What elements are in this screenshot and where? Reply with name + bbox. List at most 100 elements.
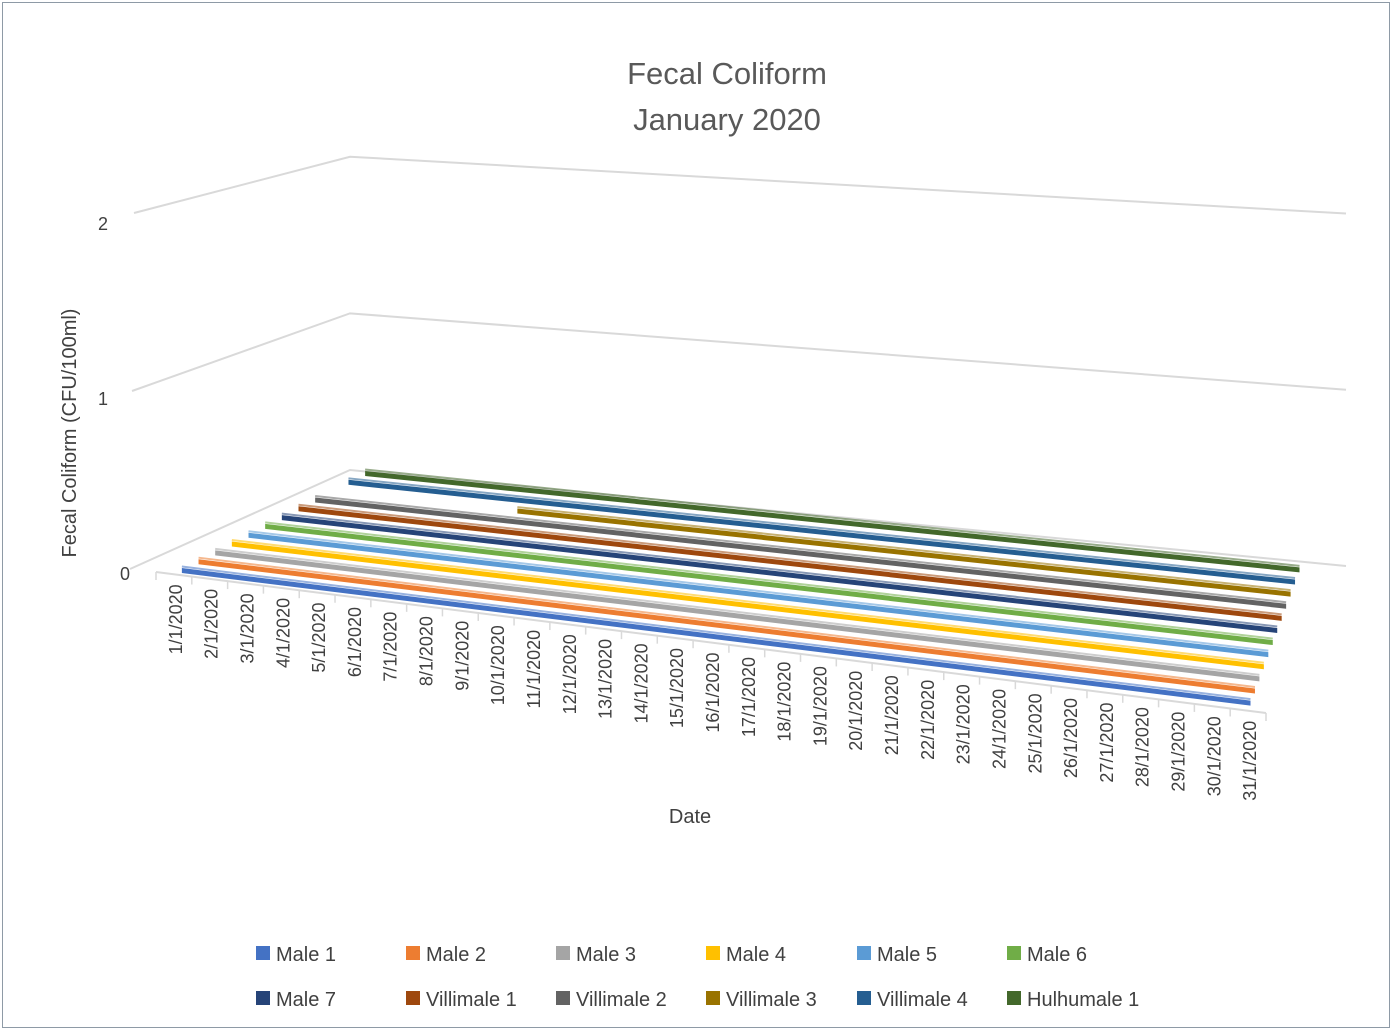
x-tick-label: 2/1/2020	[202, 589, 222, 659]
chart-subtitle: January 2020	[633, 102, 821, 137]
gridlines	[129, 155, 1347, 721]
legend-label: Male 2	[426, 944, 486, 966]
legend-label: Male 1	[276, 944, 336, 966]
x-tick-label: 17/1/2020	[739, 657, 759, 737]
series-male-1	[181, 565, 1251, 706]
legend-swatch	[706, 991, 720, 1005]
chart-title: Fecal Coliform	[627, 56, 827, 91]
x-tick-label: 10/1/2020	[488, 625, 508, 705]
gridline-2	[133, 155, 1347, 215]
legend-swatch	[857, 991, 871, 1005]
x-tick-label: 15/1/2020	[667, 648, 687, 728]
legend-swatch	[256, 946, 270, 960]
legend-swatch	[256, 991, 270, 1005]
legend-label: Villimale 4	[877, 989, 968, 1011]
gridline-1	[131, 312, 1347, 392]
x-tick-label: 20/1/2020	[846, 671, 866, 751]
series-ribbon-top	[215, 547, 1260, 676]
legend-swatch	[1007, 946, 1021, 960]
series-ribbon-top	[248, 530, 1269, 652]
series-villimale-2	[315, 494, 1287, 609]
legend-item: Male 4	[706, 944, 786, 966]
series-male-6	[265, 521, 1273, 646]
series-ribbon	[248, 532, 1269, 658]
x-tick-label: 21/1/2020	[882, 675, 902, 755]
series-ribbon-top	[181, 565, 1251, 701]
series-ribbon	[181, 568, 1251, 706]
legend-item: Hulhumale 1	[1007, 989, 1139, 1011]
x-tick-label: 5/1/2020	[309, 603, 329, 673]
x-tick-label: 25/1/2020	[1025, 693, 1045, 773]
series-ribbon-top	[315, 494, 1287, 604]
series-male-5	[248, 530, 1269, 658]
legend-label: Villimale 1	[426, 989, 517, 1011]
legend-item: Villimale 4	[857, 989, 968, 1011]
series-ribbon	[265, 523, 1273, 646]
series-villimale-4	[348, 477, 1296, 585]
legend-item: Male 5	[857, 944, 937, 966]
x-tick-label: 16/1/2020	[703, 653, 723, 733]
series-ribbons	[181, 468, 1300, 706]
y-axis-tick-labels: 0 1 2	[98, 214, 130, 584]
legend-item: Villimale 3	[706, 989, 817, 1011]
series-ribbon	[365, 470, 1300, 573]
x-tick-label: 19/1/2020	[810, 666, 830, 746]
x-tick-label: 26/1/2020	[1061, 698, 1081, 778]
series-hulhumale-1	[365, 468, 1300, 573]
legend-item: Male 3	[556, 944, 636, 966]
x-tick-label: 8/1/2020	[417, 616, 437, 686]
series-ribbon	[298, 506, 1282, 621]
y-tick-label: 0	[120, 564, 130, 584]
x-axis-tick-labels: 1/1/2020 2/1/2020 3/1/2020 4/1/2020 5/1/2020…	[166, 584, 1260, 800]
legend-item: Male 1	[256, 944, 336, 966]
series-ribbon	[517, 508, 1291, 597]
legend-item: Male 6	[1007, 944, 1087, 966]
series-ribbon	[231, 541, 1264, 670]
series-villimale-3	[517, 506, 1291, 597]
legend-item: Male 7	[256, 989, 336, 1011]
series-ribbon-top	[348, 477, 1296, 579]
x-tick-label: 4/1/2020	[273, 598, 293, 668]
series-ribbon-top	[281, 512, 1278, 628]
x-axis-title: Date	[669, 806, 711, 828]
x-tick-label: 11/1/2020	[524, 630, 544, 709]
x-tick-label: 30/1/2020	[1204, 716, 1224, 796]
x-tick-label: 29/1/2020	[1169, 712, 1189, 792]
floor-gridline	[129, 468, 1347, 570]
x-tick-label: 6/1/2020	[345, 607, 365, 677]
legend-item: Male 2	[406, 944, 486, 966]
series-ribbon-top	[231, 539, 1264, 664]
x-axis-line	[155, 571, 1267, 714]
series-male-3	[215, 547, 1260, 682]
y-tick-label: 2	[98, 214, 108, 234]
x-tick-label: 1/1/2020	[166, 584, 186, 654]
legend-label: Male 6	[1027, 944, 1087, 966]
series-ribbon-top	[198, 556, 1256, 689]
x-tick-label: 13/1/2020	[596, 639, 616, 719]
legend: Male 1 Male 2 Male 3 Male 4 Male 5 Male 6 Male…	[256, 944, 1139, 1011]
x-tick-label: 24/1/2020	[990, 689, 1010, 769]
x-tick-label: 28/1/2020	[1133, 707, 1153, 787]
legend-item: Villimale 2	[556, 989, 667, 1011]
legend-swatch	[556, 991, 570, 1005]
series-ribbon	[348, 479, 1296, 585]
legend-swatch	[857, 946, 871, 960]
legend-label: Villimale 3	[726, 989, 817, 1011]
x-tick-label: 27/1/2020	[1097, 703, 1117, 783]
series-male-7	[281, 512, 1278, 633]
series-ribbon-top	[517, 506, 1291, 592]
y-axis-title: Fecal Coliform (CFU/100ml)	[59, 309, 81, 558]
x-tick-label: 18/1/2020	[775, 662, 795, 742]
legend-label: Male 3	[576, 944, 636, 966]
series-ribbon-top	[365, 468, 1300, 567]
legend-item: Villimale 1	[406, 989, 517, 1011]
x-tick-label: 12/1/2020	[560, 634, 580, 714]
series-ribbon	[281, 515, 1278, 633]
x-tick-label: 31/1/2020	[1240, 721, 1260, 801]
x-tick-label: 9/1/2020	[452, 621, 472, 691]
legend-swatch	[706, 946, 720, 960]
legend-label: Villimale 2	[576, 989, 667, 1011]
legend-label: Male 5	[877, 944, 937, 966]
legend-swatch	[1007, 991, 1021, 1005]
